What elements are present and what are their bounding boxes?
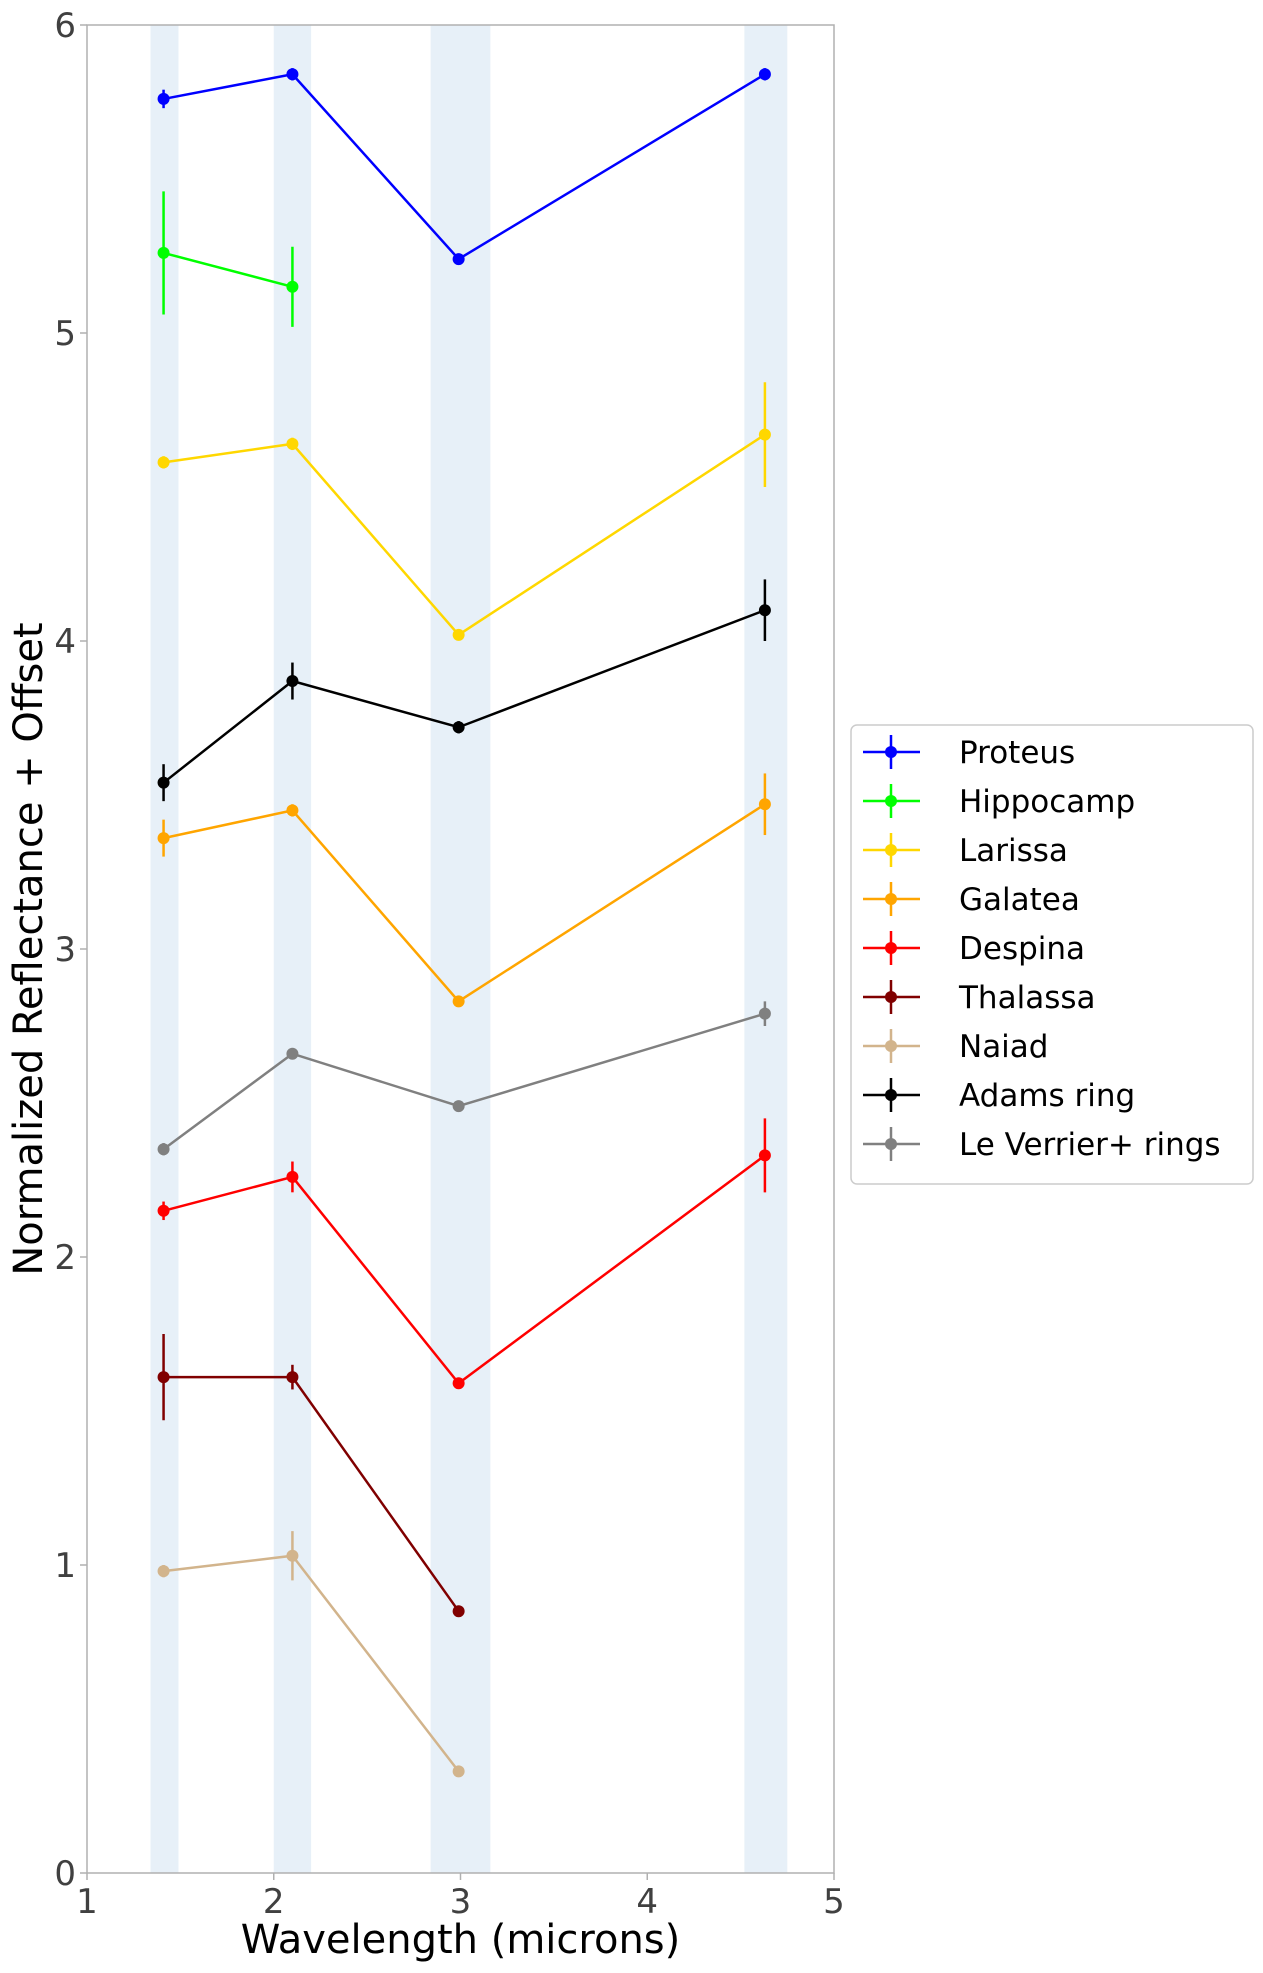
legend-label: Thalassa xyxy=(958,980,1096,1016)
shaded-band-4 xyxy=(744,25,788,1873)
series-hippocamp xyxy=(157,191,299,327)
data-point-larissa xyxy=(286,437,299,450)
legend-item-proteus: Proteus xyxy=(863,735,1075,771)
data-point-proteus xyxy=(758,68,771,81)
data-point-naiad xyxy=(452,1765,465,1778)
data-point-thalassa xyxy=(286,1371,299,1384)
x-axis-label: Wavelength (microns) xyxy=(241,1917,681,1963)
x-tick-label: 3 xyxy=(450,1882,472,1922)
y-tick-label: 0 xyxy=(54,1854,76,1894)
series-le-verrier-rings xyxy=(157,1001,771,1156)
legend-item-le-verrier-rings: Le Verrier+ rings xyxy=(863,1127,1221,1163)
data-point-despina xyxy=(758,1149,771,1162)
legend-item-larissa: Larissa xyxy=(863,833,1068,869)
data-point-naiad xyxy=(157,1565,170,1578)
x-tick-label: 5 xyxy=(823,1882,845,1922)
data-point-larissa xyxy=(452,628,465,641)
data-point-larissa xyxy=(758,428,771,441)
x-tick-label: 2 xyxy=(263,1882,285,1922)
data-point-le-verrier-rings xyxy=(452,1100,465,1113)
legend-item-despina: Despina xyxy=(863,931,1085,967)
y-tick-label: 2 xyxy=(54,1238,76,1278)
data-point-le-verrier-rings xyxy=(157,1143,170,1156)
wavelength-bands xyxy=(150,25,788,1873)
series-line-adams-ring xyxy=(162,609,766,784)
data-point-naiad xyxy=(286,1549,299,1562)
series-line-hippocamp xyxy=(163,251,293,289)
series-adams-ring xyxy=(157,579,771,802)
y-axis-label: Normalized Reflectance + Offset xyxy=(6,622,52,1275)
legend-swatch-marker xyxy=(885,1089,897,1101)
legend-item-hippocamp: Hippocamp xyxy=(863,784,1135,820)
series-line-galatea xyxy=(163,803,766,1003)
data-point-le-verrier-rings xyxy=(758,1007,771,1020)
y-tick-label: 6 xyxy=(54,6,76,46)
series-line-despina xyxy=(163,1154,766,1386)
data-point-thalassa xyxy=(157,1371,170,1384)
series-galatea xyxy=(157,773,771,1008)
data-point-hippocamp xyxy=(286,280,299,293)
legend-label: Hippocamp xyxy=(959,784,1135,820)
data-point-galatea xyxy=(758,798,771,811)
x-tick-label: 4 xyxy=(636,1882,658,1922)
series-thalassa xyxy=(157,1334,465,1618)
legend-label: Le Verrier+ rings xyxy=(959,1127,1221,1163)
shaded-band-3 xyxy=(430,25,491,1873)
legend-swatch-marker xyxy=(885,795,897,807)
series-layer xyxy=(157,68,771,1778)
legend-label: Adams ring xyxy=(959,1078,1135,1114)
legend-swatch-marker xyxy=(885,942,897,954)
data-point-galatea xyxy=(286,804,299,817)
legend-swatch-marker xyxy=(885,991,897,1003)
data-point-despina xyxy=(286,1170,299,1183)
data-point-adams-ring xyxy=(452,721,465,734)
legend-item-galatea: Galatea xyxy=(863,882,1080,918)
data-point-adams-ring xyxy=(758,604,771,617)
data-point-galatea xyxy=(452,995,465,1008)
data-point-adams-ring xyxy=(157,776,170,789)
legend-swatch-marker xyxy=(885,893,897,905)
legend-item-adams-ring: Adams ring xyxy=(863,1078,1135,1114)
legend-item-naiad: Naiad xyxy=(863,1029,1048,1065)
legend-box xyxy=(850,724,1254,1185)
legend-swatch-marker xyxy=(885,1138,897,1150)
series-despina xyxy=(157,1118,771,1390)
series-naiad xyxy=(157,1531,465,1778)
legend-label: Proteus xyxy=(959,735,1075,771)
series-line-proteus xyxy=(163,72,766,261)
data-point-proteus xyxy=(286,68,299,81)
legend-swatch-marker xyxy=(885,746,897,758)
data-point-despina xyxy=(452,1377,465,1390)
data-point-proteus xyxy=(452,253,465,266)
x-tick-label: 1 xyxy=(76,1882,98,1922)
legend-swatch-marker xyxy=(885,1040,897,1052)
legend-label: Despina xyxy=(959,931,1085,967)
y-tick-label: 1 xyxy=(54,1546,76,1586)
legend-label: Larissa xyxy=(959,833,1068,869)
data-point-larissa xyxy=(157,456,170,469)
data-point-le-verrier-rings xyxy=(286,1047,299,1060)
series-larissa xyxy=(157,382,771,641)
legend-swatch-marker xyxy=(885,844,897,856)
legend-label: Galatea xyxy=(959,882,1080,918)
y-tick-label: 5 xyxy=(54,314,76,354)
data-point-hippocamp xyxy=(157,246,170,259)
legend: Proteus Hippocamp Larissa Galatea Despina Tha… xyxy=(850,724,1254,1185)
data-point-galatea xyxy=(157,832,170,845)
y-tick-label: 3 xyxy=(54,930,76,970)
data-point-proteus xyxy=(157,92,170,105)
series-line-larissa xyxy=(163,433,766,637)
series-proteus xyxy=(157,68,771,266)
legend-label: Naiad xyxy=(959,1029,1048,1065)
series-line-le-verrier-rings xyxy=(162,1012,766,1151)
y-tick-label: 4 xyxy=(54,622,76,662)
data-point-adams-ring xyxy=(286,675,299,688)
legend-item-thalassa: Thalassa xyxy=(863,980,1096,1016)
data-point-despina xyxy=(157,1204,170,1217)
data-point-thalassa xyxy=(452,1605,465,1618)
